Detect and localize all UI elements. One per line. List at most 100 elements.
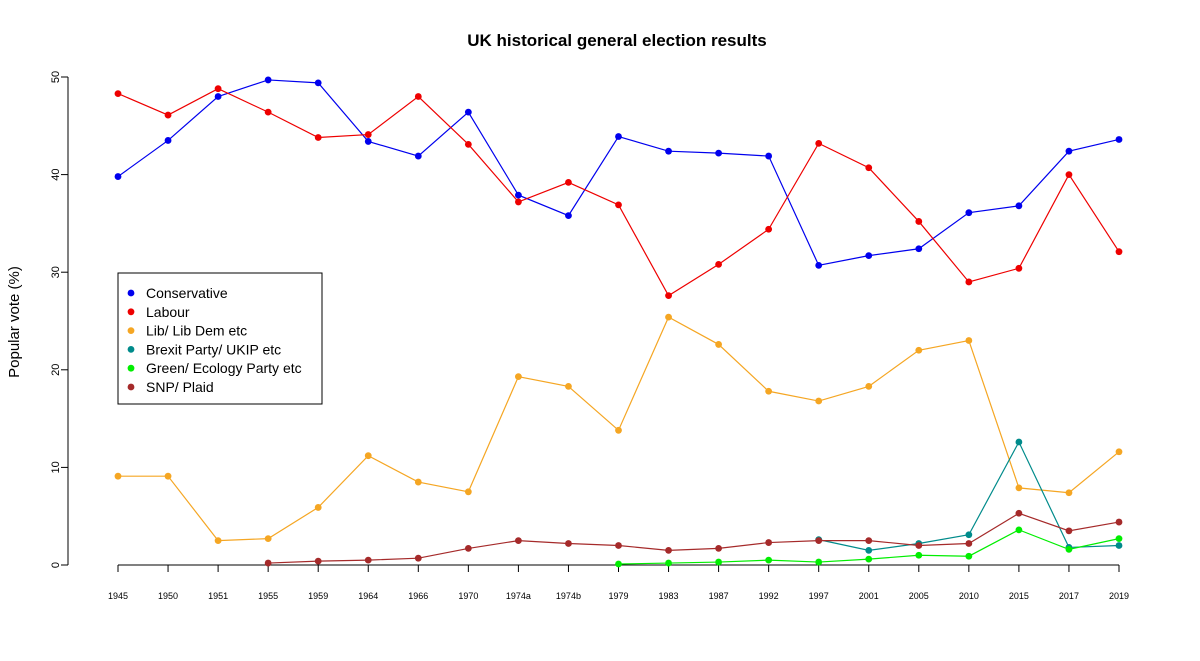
- legend-label: Conservative: [146, 285, 228, 301]
- x-tick-label: 1974b: [556, 591, 581, 601]
- data-point: [464, 140, 472, 148]
- data-point: [264, 108, 272, 116]
- x-tick-label: 2005: [909, 591, 929, 601]
- data-point: [114, 173, 122, 180]
- x-tick-label: 1992: [759, 591, 779, 601]
- data-point: [164, 111, 172, 119]
- x-tick-label: 2019: [1109, 591, 1129, 601]
- data-point: [615, 201, 622, 209]
- x-tick-label: 2015: [1009, 591, 1029, 601]
- data-point: [414, 93, 422, 100]
- data-point: [1065, 545, 1073, 553]
- x-tick-label: 1983: [659, 591, 679, 601]
- y-tick-label: 30: [50, 266, 62, 278]
- data-point: [1065, 527, 1073, 535]
- data-point: [865, 555, 873, 563]
- y-axis-label: Popular vote (%): [6, 266, 23, 378]
- data-point: [264, 559, 272, 567]
- data-point: [565, 382, 572, 390]
- data-point: [715, 558, 722, 566]
- data-point: [364, 556, 372, 564]
- x-tick-label: 1987: [709, 591, 729, 601]
- data-point: [615, 542, 622, 549]
- series-conservative: [114, 76, 1123, 269]
- data-point: [1115, 136, 1123, 143]
- data-point: [1115, 542, 1123, 549]
- legend-label: Green/ Ecology Party etc: [146, 360, 302, 376]
- chart-title: UK historical general election results: [467, 31, 766, 50]
- data-point: [515, 191, 522, 199]
- data-point: [665, 292, 672, 300]
- data-point: [765, 556, 773, 564]
- y-tick-label: 10: [50, 461, 62, 473]
- data-point: [565, 212, 572, 219]
- x-tick-label: 1974a: [506, 591, 531, 601]
- x-tick-label: 2001: [859, 591, 879, 601]
- data-point: [965, 552, 973, 560]
- legend-label: Labour: [146, 304, 190, 320]
- data-point: [815, 537, 823, 544]
- data-point: [214, 93, 222, 100]
- data-point: [515, 373, 522, 381]
- series-lib-lib-dem-etc: [114, 313, 1123, 544]
- data-point: [915, 551, 923, 559]
- data-point: [815, 139, 823, 147]
- x-tick-label: 1964: [358, 591, 378, 601]
- data-point: [1065, 171, 1073, 179]
- x-tick-label: 1966: [408, 591, 428, 601]
- data-point: [715, 341, 722, 348]
- data-point: [1015, 264, 1023, 272]
- data-point: [1065, 489, 1073, 497]
- data-point: [665, 313, 672, 321]
- legend-label: Brexit Party/ UKIP etc: [146, 341, 281, 357]
- x-tick-label: 1997: [809, 591, 829, 601]
- data-point: [164, 472, 172, 480]
- data-point: [1015, 484, 1023, 492]
- data-point: [865, 252, 873, 260]
- legend-marker: [127, 346, 135, 353]
- x-tick-label: 1959: [308, 591, 328, 601]
- data-point: [865, 382, 873, 390]
- data-point: [414, 554, 422, 562]
- series-line: [117, 88, 1120, 297]
- data-point: [865, 546, 873, 554]
- data-point: [565, 540, 572, 547]
- data-point: [164, 137, 172, 144]
- series-layer: [114, 76, 1123, 568]
- data-point: [865, 164, 873, 172]
- legend-marker: [127, 308, 135, 316]
- data-point: [915, 218, 923, 225]
- data-point: [464, 488, 472, 496]
- data-point: [765, 152, 773, 160]
- data-point: [464, 108, 472, 116]
- data-point: [815, 397, 823, 405]
- legend-label: SNP/ Plaid: [146, 379, 214, 395]
- data-point: [615, 426, 622, 434]
- data-point: [765, 225, 773, 233]
- data-point: [915, 245, 923, 253]
- data-point: [314, 79, 322, 87]
- x-tick-label: 1950: [158, 591, 178, 601]
- y-tick-label: 50: [50, 71, 62, 83]
- legend-box: [117, 272, 323, 405]
- data-point: [1115, 535, 1123, 543]
- data-point: [965, 531, 973, 539]
- data-point: [314, 557, 322, 565]
- data-point: [314, 134, 322, 141]
- data-point: [815, 261, 823, 269]
- data-point: [765, 387, 773, 395]
- data-point: [114, 90, 122, 97]
- data-point: [965, 540, 973, 547]
- series-line: [117, 79, 1120, 267]
- y-tick-label: 40: [50, 168, 62, 180]
- data-point: [414, 152, 422, 160]
- data-point: [915, 346, 923, 354]
- data-point: [515, 537, 522, 544]
- data-point: [1065, 147, 1073, 155]
- data-point: [214, 85, 222, 93]
- data-point: [1015, 202, 1023, 210]
- data-point: [1115, 248, 1123, 256]
- data-point: [715, 149, 722, 157]
- x-tick-label: 1955: [258, 591, 278, 601]
- x-tick-label: 1970: [458, 591, 478, 601]
